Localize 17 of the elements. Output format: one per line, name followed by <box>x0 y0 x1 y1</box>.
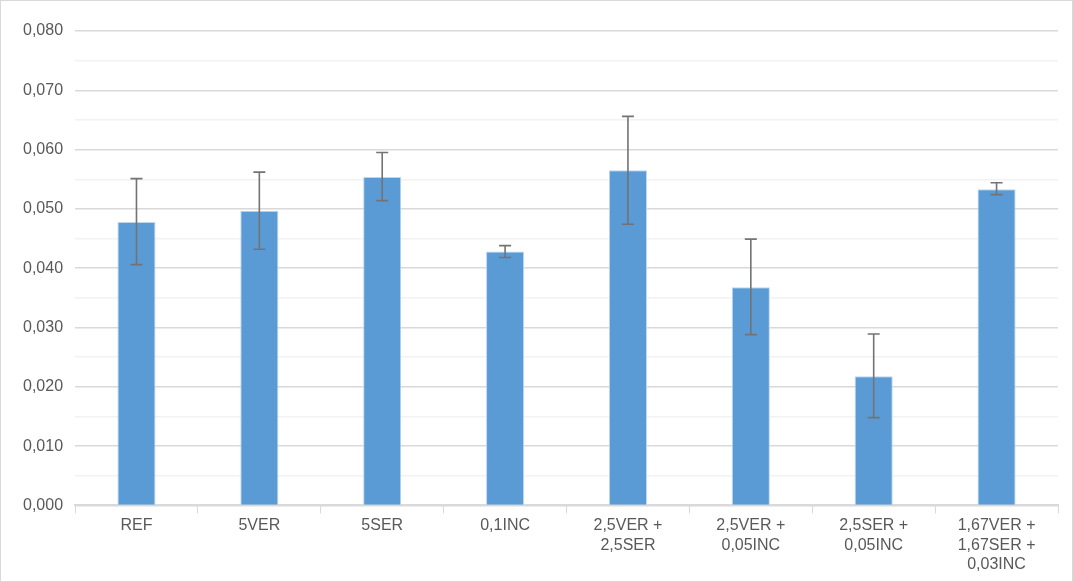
y-tick-label: 0,060 <box>22 140 64 158</box>
x-tick-label: 0,1INC <box>480 516 530 534</box>
x-tick-label: 5VER <box>238 516 281 534</box>
x-tick-label: 1,67VER + 1,67SER + 0,03INC <box>957 516 1036 572</box>
y-tick-label: 0,020 <box>22 377 64 395</box>
x-tick-label: REF <box>120 516 153 534</box>
x-tick-label: 2,5SER + 0,05INC <box>839 516 909 553</box>
x-tick-label: 2,5VER + 2,5SER <box>593 516 663 553</box>
y-tick-label: 0,050 <box>22 199 64 217</box>
y-tick-label: 0,030 <box>22 317 64 335</box>
x-tick-label: 2,5VER + 0,05INC <box>716 516 786 553</box>
y-tick-label: 0,070 <box>22 80 64 98</box>
x-tick-label: 5SER <box>361 516 404 534</box>
y-tick-label: 0,040 <box>22 258 64 276</box>
y-tick-label: 0,000 <box>22 495 64 513</box>
y-tick-label: 0,010 <box>22 436 64 454</box>
y-tick-label: 0,080 <box>22 21 64 39</box>
